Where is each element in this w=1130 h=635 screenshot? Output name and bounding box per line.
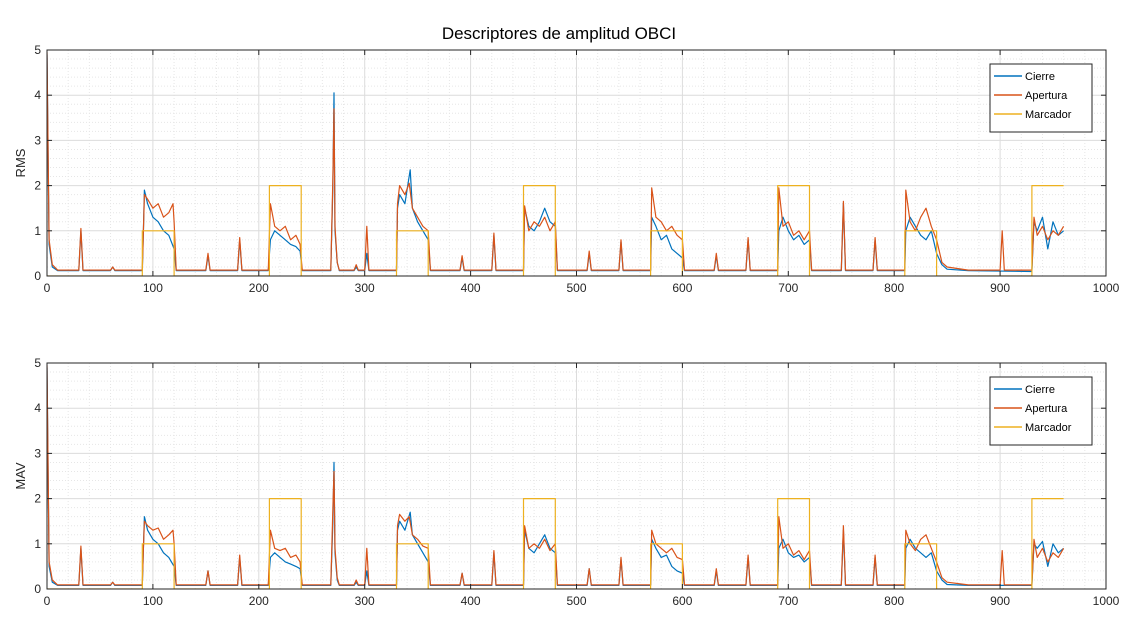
series-line-apertura — [47, 365, 1065, 586]
y-tick-label: 1 — [34, 224, 41, 238]
x-tick-label: 600 — [672, 594, 692, 608]
legend-entry-label: Apertura — [1025, 90, 1068, 102]
y-tick-label: 2 — [34, 179, 41, 193]
x-tick-label: 200 — [249, 281, 269, 295]
y-axis-label: RMS — [13, 148, 28, 177]
x-tick-label: 800 — [884, 281, 904, 295]
figure-title: Descriptores de amplitud OBCI — [442, 24, 676, 43]
series-group — [47, 52, 1065, 276]
x-tick-label: 500 — [566, 281, 586, 295]
y-tick-label: 0 — [34, 582, 41, 596]
x-tick-label: 700 — [778, 594, 798, 608]
x-tick-label: 400 — [461, 594, 481, 608]
x-tick-label: 400 — [461, 281, 481, 295]
legend-entry-label: Cierre — [1025, 71, 1055, 83]
y-tick-label: 4 — [34, 88, 41, 102]
x-tick-label: 500 — [566, 594, 586, 608]
x-tick-label: 0 — [44, 594, 51, 608]
panels: 0 100 200 300 400 500 600 700 800 900 1000012345RM… — [13, 43, 1120, 608]
x-tick-label: 100 — [143, 281, 163, 295]
x-tick-label: 900 — [990, 594, 1010, 608]
y-tick-label: 3 — [34, 446, 41, 460]
legend-entry-label: Cierre — [1025, 384, 1055, 396]
y-tick-label: 5 — [34, 356, 41, 370]
x-tick-label: 100 — [143, 594, 163, 608]
y-tick-label: 0 — [34, 269, 41, 283]
series-line-marcador — [47, 185, 1064, 276]
series-line-marcador — [47, 498, 1064, 589]
x-tick-label: 1000 — [1093, 594, 1120, 608]
x-tick-label: 300 — [355, 281, 375, 295]
y-tick-label: 3 — [34, 133, 41, 147]
x-tick-label: 1000 — [1093, 281, 1120, 295]
y-axis-label: MAV — [13, 462, 28, 490]
chart-panel-1: 0 100 200 300 400 500 600 700 800 900 1000 0 1 2 3 4 5 RM… — [13, 43, 1120, 295]
x-tick-label: 0 — [44, 281, 51, 295]
y-tick-label: 4 — [34, 401, 41, 415]
x-tick-label: 700 — [778, 281, 798, 295]
x-tick-label: 900 — [990, 281, 1010, 295]
series-line-apertura — [47, 52, 1065, 271]
legend-entry-label: Marcador — [1025, 422, 1072, 434]
legend: Cierre Apertura Marcador — [989, 63, 1093, 133]
y-tick-label: 5 — [34, 43, 41, 57]
legend-entry-label: Marcador — [1025, 109, 1072, 121]
y-tick-label: 2 — [34, 492, 41, 506]
x-tick-label: 200 — [249, 594, 269, 608]
y-tick-label: 1 — [34, 537, 41, 551]
x-tick-label: 300 — [355, 594, 375, 608]
x-tick-label: 600 — [672, 281, 692, 295]
legend-entry-label: Apertura — [1025, 403, 1068, 415]
legend: Cierre Apertura Marcador — [989, 376, 1093, 446]
chart-panel-2: 0 100 200 300 400 500 600 700 800 900 1000 0 1 2 3 4 5 MA… — [13, 356, 1120, 608]
x-tick-label: 800 — [884, 594, 904, 608]
series-group — [47, 365, 1065, 589]
